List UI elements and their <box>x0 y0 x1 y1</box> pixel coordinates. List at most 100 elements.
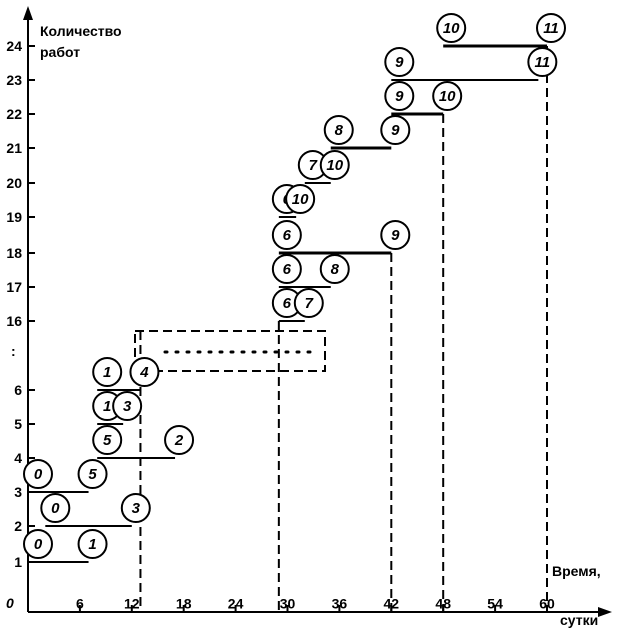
y-tick-label: 16 <box>6 313 22 329</box>
event-node: 8 <box>319 254 350 284</box>
event-node: 10 <box>432 81 463 111</box>
event-node: 4 <box>129 357 160 387</box>
x-tick-label: 60 <box>539 595 555 611</box>
event-node-label: 11 <box>535 54 551 71</box>
event-node-label: 0 <box>34 466 43 483</box>
y-tick-label: 19 <box>6 209 22 225</box>
event-node: 6 <box>271 288 302 318</box>
event-node-circle <box>92 357 123 387</box>
event-node: 5 <box>77 459 108 489</box>
x-tick-label: 36 <box>332 595 348 611</box>
event-node-circle <box>23 459 53 489</box>
x-tick-label: 12 <box>124 595 140 611</box>
event-node-circle <box>120 493 151 523</box>
x-tick-label: 48 <box>435 595 451 611</box>
event-node: 10 <box>319 150 350 180</box>
x-tick-label: 54 <box>487 595 503 611</box>
event-node-circle <box>436 13 467 43</box>
event-node-circle <box>285 184 316 214</box>
event-node-label: 10 <box>326 157 343 174</box>
event-node-label: 5 <box>88 466 97 483</box>
y-tick-label: 6 <box>14 382 22 398</box>
event-node: 0 <box>40 493 71 523</box>
y-tick-label: 24 <box>6 38 22 54</box>
event-node-label: 9 <box>391 122 400 139</box>
y-tick-label: 4 <box>14 450 22 466</box>
event-node-circle <box>380 115 411 145</box>
y-tick-label: 3 <box>14 484 22 500</box>
event-node: 11 <box>536 13 566 43</box>
event-node-circle <box>293 288 324 318</box>
event-node-label: 8 <box>331 261 340 278</box>
event-node: 9 <box>380 115 411 145</box>
event-node: 1 <box>77 529 108 559</box>
y-axis-title-line2: работ <box>40 44 80 60</box>
event-node-circle <box>77 529 108 559</box>
y-tick-label: 20 <box>6 175 22 191</box>
event-node-label: 9 <box>395 54 404 71</box>
event-node-label: 10 <box>439 88 456 105</box>
event-node-label: 6 <box>283 227 292 244</box>
event-node: 3 <box>112 391 143 421</box>
event-node-label: 7 <box>305 295 314 312</box>
event-node-circle <box>384 81 415 111</box>
y-tick-label: 1 <box>14 554 22 570</box>
event-node-label: 4 <box>139 364 149 381</box>
y-tick-label: 21 <box>6 140 22 156</box>
y-axis-ellipsis: : <box>11 343 16 359</box>
event-node-label: 1 <box>103 398 111 415</box>
event-node-circle <box>129 357 160 387</box>
event-node-label: 0 <box>34 536 43 553</box>
x-tick-label: 6 <box>76 595 84 611</box>
event-node: 8 <box>323 115 354 145</box>
event-node-circle <box>323 115 354 145</box>
event-node-circle <box>380 220 411 250</box>
y-tick-label: 23 <box>6 72 22 88</box>
event-node-label: 1 <box>103 364 111 381</box>
event-node-circle <box>112 391 143 421</box>
event-node: 9 <box>384 81 415 111</box>
event-node-label: 9 <box>395 88 404 105</box>
event-node: 10 <box>285 184 316 214</box>
y-axis-title-line1: Количество <box>40 23 122 39</box>
event-node: 5 <box>92 425 123 455</box>
event-node-circle <box>40 493 71 523</box>
x-tick-label: 24 <box>228 595 244 611</box>
event-node-circle <box>527 47 558 77</box>
event-node: 7 <box>293 288 324 318</box>
event-node-circle <box>271 254 302 284</box>
event-node-label: 8 <box>335 122 344 139</box>
event-node-circle <box>536 13 566 43</box>
event-node: 9 <box>380 220 411 250</box>
event-node-circle <box>77 459 108 489</box>
x-axis-arrow <box>598 607 612 617</box>
event-node: 9 <box>384 47 415 77</box>
event-node: 1 <box>92 357 123 387</box>
event-node-circle <box>23 529 53 559</box>
event-node: 2 <box>164 425 195 455</box>
y-tick-label: 22 <box>6 106 22 122</box>
event-node: 0 <box>23 529 53 559</box>
event-node-label: 0 <box>51 500 60 517</box>
event-node-circle <box>164 425 195 455</box>
x-axis-title-line2: сутки <box>560 612 598 628</box>
event-node-label: 7 <box>309 157 318 174</box>
event-node-label: 5 <box>103 432 112 449</box>
event-node-circle <box>432 81 463 111</box>
event-node: 0 <box>23 459 53 489</box>
event-node-circle <box>271 220 302 250</box>
event-node-label: 10 <box>443 20 460 37</box>
y-tick-label: 2 <box>14 518 22 534</box>
event-node-circle <box>384 47 415 77</box>
x-axis-title-line1: Время, <box>552 563 601 579</box>
event-node: 11 <box>527 47 558 77</box>
event-node-label: 6 <box>283 295 292 312</box>
x-tick-label: 18 <box>176 595 192 611</box>
event-node-label: 6 <box>283 261 292 278</box>
event-node: 6 <box>271 220 302 250</box>
y-tick-label: 17 <box>6 279 22 295</box>
event-node: 3 <box>120 493 151 523</box>
event-node-circle <box>92 425 123 455</box>
event-node-label: 3 <box>132 500 141 517</box>
